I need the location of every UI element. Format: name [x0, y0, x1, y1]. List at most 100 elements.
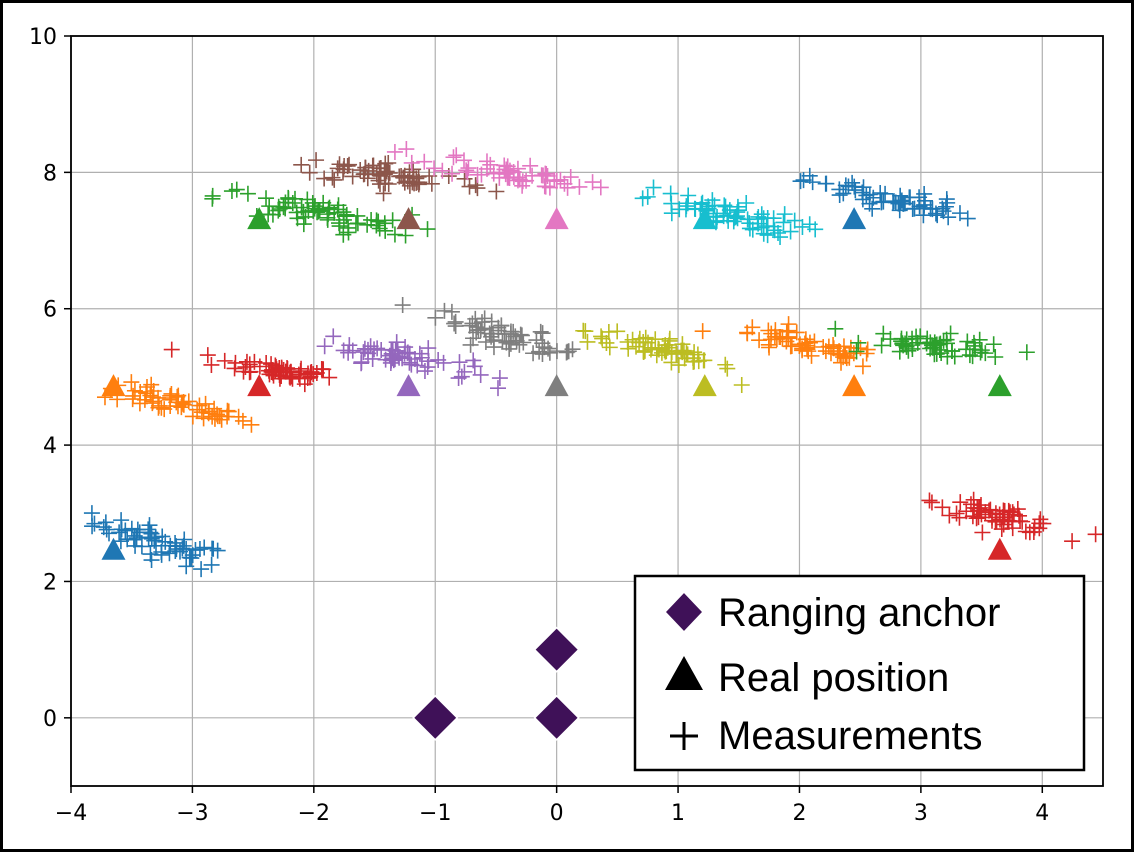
measurement-point: [885, 193, 902, 210]
measurement-point: [359, 170, 376, 187]
measurement-point: [460, 160, 477, 177]
measurement-point: [216, 352, 233, 369]
measurement-point: [600, 323, 617, 340]
measurement-point: [344, 342, 361, 359]
measurement-point: [801, 167, 818, 184]
measurement-point: [952, 494, 969, 511]
measurement-point: [111, 524, 128, 541]
measurement-point: [977, 504, 994, 521]
measurement-point: [916, 185, 933, 202]
measurement-point: [801, 216, 818, 233]
measurement-point: [325, 328, 342, 345]
measurement-point: [409, 357, 426, 374]
measurement-point: [854, 358, 871, 375]
measurement-point: [444, 165, 461, 182]
real-position-marker: [396, 374, 421, 397]
measurement-point: [977, 345, 994, 362]
measurement-point: [968, 510, 985, 527]
measurement-point: [482, 156, 499, 173]
measurement-point: [156, 401, 173, 418]
measurement-point: [511, 171, 528, 188]
measurement-point: [647, 331, 664, 348]
measurement-point: [663, 344, 680, 361]
measurement-point: [806, 333, 823, 350]
legend-label-ranging-anchor: Ranging anchor: [718, 591, 1000, 635]
measurement-point: [532, 323, 549, 340]
measurement-point: [126, 527, 143, 544]
ranging-anchor-marker: [412, 694, 459, 741]
measurement-point: [934, 499, 951, 516]
measurement-point: [926, 346, 943, 363]
legend-diamond-icon: [663, 590, 705, 634]
measurement-point: [694, 323, 711, 340]
measurement-point: [1087, 526, 1104, 543]
measurement-point: [815, 339, 832, 356]
measurement-point: [401, 354, 418, 371]
x-tick-label: 3: [914, 801, 928, 826]
measurement-point: [847, 182, 864, 199]
real-positions: [101, 207, 1012, 560]
measurement-point: [372, 165, 389, 182]
x-tick-label: 1: [671, 801, 685, 826]
measurement-point: [140, 529, 157, 546]
measurement-point: [959, 333, 976, 350]
measurement-point: [804, 174, 821, 191]
measurement-point: [204, 190, 221, 207]
measurement-point: [405, 168, 422, 185]
measurement-point: [472, 366, 489, 383]
measurement-point: [161, 545, 178, 562]
measurement-point: [458, 162, 475, 179]
measurement-cluster: [792, 167, 976, 227]
measurement-cluster: [921, 491, 1104, 550]
measurement-point: [395, 169, 412, 186]
measurement-point: [502, 325, 519, 342]
measurement-point: [273, 359, 290, 376]
measurement-point: [534, 325, 551, 342]
measurement-point: [559, 343, 576, 360]
measurement-point: [316, 170, 333, 187]
measurement-point: [795, 172, 812, 189]
measurement-point: [112, 533, 129, 550]
measurement-point: [902, 189, 919, 206]
measurement-point: [799, 337, 816, 354]
real-position-marker: [987, 537, 1012, 560]
measurement-point: [786, 212, 803, 229]
measurement-point: [741, 220, 758, 237]
real-position-marker: [842, 374, 867, 397]
measurement-point: [744, 221, 761, 238]
measurement-point: [631, 334, 648, 351]
measurement-point: [356, 165, 373, 182]
measurement-point: [971, 331, 988, 348]
measurement-point: [226, 360, 243, 377]
ranging-anchor-marker: [533, 694, 580, 741]
measurement-point: [726, 209, 743, 226]
measurement-point: [951, 509, 968, 526]
legend-box: [633, 574, 1086, 772]
measurement-point: [873, 337, 890, 354]
measurement-point: [305, 202, 322, 219]
measurement-point: [832, 347, 849, 364]
measurement-point: [778, 323, 795, 340]
measurement-point: [234, 412, 251, 429]
measurement-point: [451, 354, 468, 371]
measurement-point: [782, 223, 799, 240]
measurement-cluster: [293, 152, 505, 202]
measurement-point: [872, 185, 889, 202]
measurement-point: [223, 183, 240, 200]
measurement-point: [364, 157, 381, 174]
x-tick-label: 0: [550, 801, 564, 826]
measurement-point: [772, 229, 789, 246]
measurement-point: [290, 366, 307, 383]
measurement-point: [403, 154, 420, 171]
x-tick-label: −1: [419, 801, 451, 826]
measurement-point: [446, 315, 463, 332]
measurement-point: [359, 216, 376, 233]
measurement-point: [739, 211, 756, 228]
measurement-point: [895, 337, 912, 354]
measurement-point: [501, 340, 518, 357]
measurement-point: [985, 336, 1002, 353]
measurement-point: [447, 313, 464, 330]
measurement-point: [935, 332, 952, 349]
measurement-point: [715, 205, 732, 222]
